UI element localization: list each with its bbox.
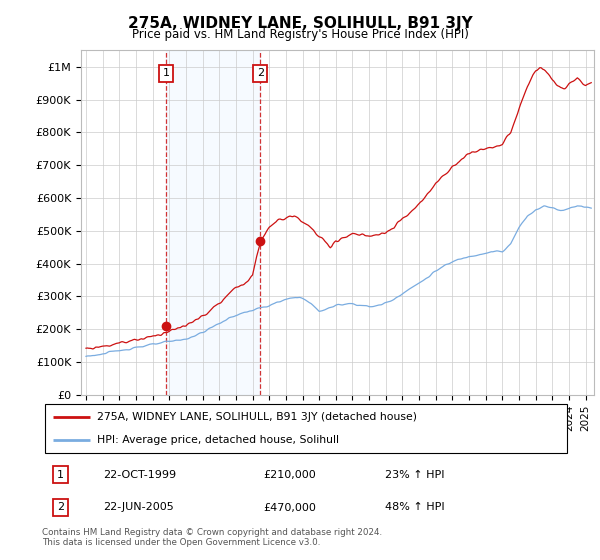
- FancyBboxPatch shape: [44, 404, 568, 452]
- Text: 1: 1: [163, 68, 169, 78]
- Text: 275A, WIDNEY LANE, SOLIHULL, B91 3JY (detached house): 275A, WIDNEY LANE, SOLIHULL, B91 3JY (de…: [97, 412, 418, 422]
- Text: £470,000: £470,000: [264, 502, 317, 512]
- Text: 275A, WIDNEY LANE, SOLIHULL, B91 3JY: 275A, WIDNEY LANE, SOLIHULL, B91 3JY: [128, 16, 472, 31]
- Text: 1: 1: [57, 470, 64, 480]
- Text: HPI: Average price, detached house, Solihull: HPI: Average price, detached house, Soli…: [97, 436, 340, 446]
- Text: 2: 2: [257, 68, 264, 78]
- Text: Price paid vs. HM Land Registry's House Price Index (HPI): Price paid vs. HM Land Registry's House …: [131, 28, 469, 41]
- Text: 48% ↑ HPI: 48% ↑ HPI: [385, 502, 445, 512]
- Text: 2: 2: [57, 502, 64, 512]
- Text: 22-JUN-2005: 22-JUN-2005: [103, 502, 173, 512]
- Text: Contains HM Land Registry data © Crown copyright and database right 2024.
This d: Contains HM Land Registry data © Crown c…: [42, 528, 382, 547]
- Text: 23% ↑ HPI: 23% ↑ HPI: [385, 470, 445, 480]
- Bar: [166, 50, 260, 395]
- Text: £210,000: £210,000: [264, 470, 317, 480]
- Text: 22-OCT-1999: 22-OCT-1999: [103, 470, 176, 480]
